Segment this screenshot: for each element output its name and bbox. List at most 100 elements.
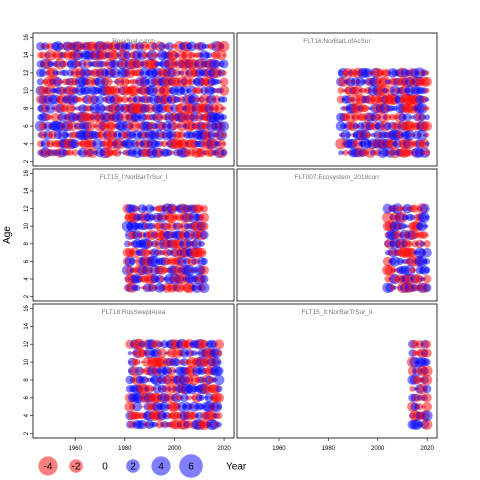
legend-bubble [38,456,58,476]
residual-bubble [128,257,136,265]
legend-label: -4 [44,462,53,473]
y-tick-label: 16 [24,304,30,311]
residual-bubble [62,61,69,67]
residual-bubble [392,230,403,240]
residual-bubble [102,76,113,87]
panel-title: FLT007:Ecosystem_2018corr [295,174,381,181]
residual-bubble [352,85,364,96]
residual-bubble [110,50,120,60]
panel-frame [32,168,235,302]
residual-bubble [424,70,430,76]
y-tick-label: 8 [24,106,30,110]
residual-bubble [221,114,228,121]
residual-bubble [416,103,428,114]
y-tick-label: 14 [24,51,30,58]
x-tick-label: 1980 [118,446,132,452]
residual-bubble [165,42,174,51]
residual-bubble [169,150,175,155]
residual-bubble [132,401,142,412]
y-tick-label: 6 [24,395,30,399]
residual-bubble [125,42,135,51]
legend-bubble [179,454,203,478]
residual-bubble [424,106,430,111]
residual-bubble [421,410,433,422]
residual-bubble [36,78,45,86]
panel-4: FLT007:Ecosystem_2018corr [236,168,438,302]
residual-bubble [213,374,225,386]
residual-bubble [158,42,166,51]
y-tick-label: 10 [24,222,30,229]
residual-bubble [194,96,200,103]
residual-bubble [352,138,364,150]
residual-bubble [118,151,122,155]
y-tick-label: 10 [24,358,30,365]
residual-bubble [421,365,433,377]
residual-bubble [363,68,373,78]
residual-bubble [61,69,69,77]
residual-bubble [167,366,177,376]
residual-bubble [424,258,431,265]
residual-bubble [413,268,417,272]
residual-bubble [92,138,103,150]
residual-bubble [402,224,407,229]
residual-bubble [127,351,132,356]
legend-bubble [151,456,171,476]
residual-bubble [423,358,431,366]
residual-bubble [409,385,416,392]
residual-bubble [199,221,209,231]
residual-bubble [177,256,187,267]
residual-bubble [77,97,83,102]
residual-bubble [111,80,114,83]
residual-bubble [218,85,230,96]
panel-frame [236,303,438,439]
panel-title: FLT15_II:NorBarTrSur_II [301,309,372,316]
panel-title: FLT16:NorBarLofAcSur [303,38,371,45]
residual-bubble [159,401,170,412]
residual-bubble [404,138,415,149]
residual-bubble [207,130,216,140]
residual-bubble [404,129,415,141]
residual-bubble [191,350,198,356]
residual-bubble [422,247,432,258]
y-tick-label: 4 [24,413,30,417]
panel-6: FLT15_II:NorBarTrSur_II 1960 1980 2000 2020 [236,303,438,452]
residual-bubble [220,149,228,156]
y-tick-label: 12 [24,340,30,347]
residual-bubble [129,85,141,96]
residual-bubble [137,419,147,430]
panels-group: Residual catch 2 4 6 8 10 12 14 16 FLT16:NorBarLo… [24,32,438,452]
residual-bubble [422,76,432,87]
residual-bubble [215,385,223,393]
residual-bubble [421,231,429,239]
residual-bubble [170,122,179,131]
residual-bubble [219,59,229,69]
residual-bubble [180,393,189,403]
residual-bubble [129,247,141,259]
residual-bubble [215,412,223,420]
residual-bubble [191,238,202,249]
residual-bubble [424,215,430,220]
legend-title: Year [226,462,247,473]
residual-bubble [424,114,430,121]
residual-bubble [221,70,227,76]
residual-bubble [211,357,222,368]
residual-bubble [422,224,427,229]
residual-bubble [212,60,221,68]
residual-bubble [216,421,222,428]
y-tick-label: 2 [24,431,30,435]
residual-bubble [57,79,63,85]
residual-bubble [423,240,431,248]
y-tick-label: 10 [24,87,30,94]
residual-bubble [67,149,74,156]
y-tick-label: 12 [24,205,30,212]
residual-bubble [423,267,431,274]
residual-bubble [342,149,349,156]
residual-bubble [214,339,225,350]
y-tick-label: 16 [24,169,30,176]
residual-bubble [417,221,428,232]
panel-2: FLT16:NorBarLofAcSur [236,32,438,167]
x-tick-label: 2020 [217,446,231,452]
x-tick-label: 2020 [420,446,434,452]
residual-bubble [163,352,166,354]
residual-bubble [203,242,206,245]
